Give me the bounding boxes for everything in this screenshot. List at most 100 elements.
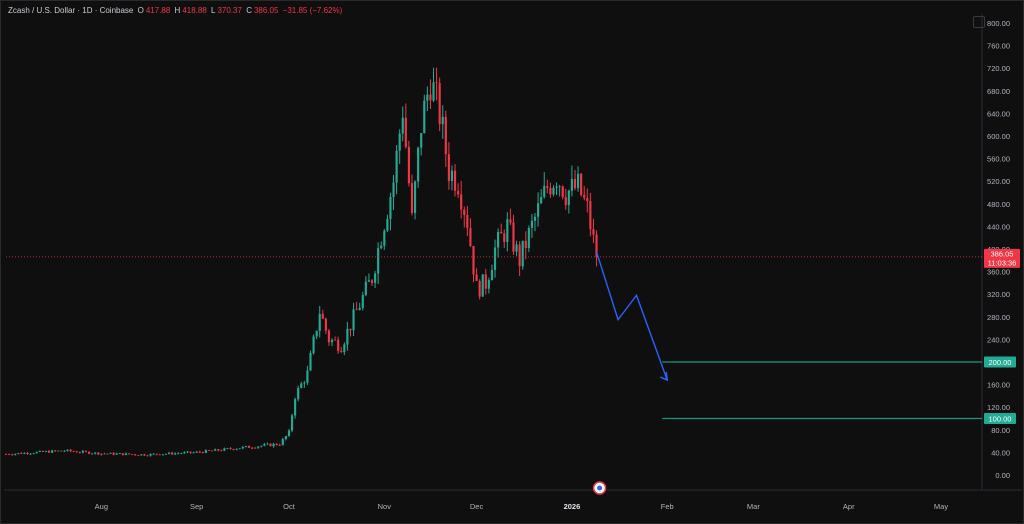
candle-body xyxy=(20,453,23,454)
candle-body xyxy=(121,453,124,456)
y-tick-label: 0.00 xyxy=(995,471,1010,480)
candle-body xyxy=(537,203,540,217)
candle-body xyxy=(303,382,306,384)
candle-body xyxy=(11,454,14,456)
candle-body xyxy=(180,453,183,455)
y-tick-label: 40.00 xyxy=(991,448,1010,457)
candle-body xyxy=(14,453,17,455)
candle-body xyxy=(484,274,487,289)
candle-body xyxy=(232,449,235,450)
projection-path[interactable] xyxy=(595,251,668,381)
candle-body xyxy=(497,231,500,248)
candle-body xyxy=(297,387,300,400)
y-tick-label: 800.00 xyxy=(987,19,1010,28)
candle-body xyxy=(75,451,78,453)
candle-body xyxy=(318,313,321,331)
candle-body xyxy=(386,218,389,231)
candle-body xyxy=(66,449,69,451)
candle-body xyxy=(177,453,180,455)
candle-body xyxy=(63,450,66,452)
candle-body xyxy=(533,216,537,221)
candle-body xyxy=(377,248,380,274)
candle-body xyxy=(429,94,432,101)
symbol-title[interactable]: Zcash / U.S. Dollar · 1D · Coinbase xyxy=(8,6,134,15)
candle-body xyxy=(466,214,469,229)
candle-body xyxy=(512,222,515,252)
candle-body xyxy=(183,452,186,454)
candle-body xyxy=(152,453,155,455)
y-tick-label: 640.00 xyxy=(987,109,1010,118)
candle-body xyxy=(198,451,201,453)
candle-body xyxy=(592,229,595,235)
candle-body xyxy=(417,147,420,182)
candle-body xyxy=(478,280,481,297)
candle-body xyxy=(134,454,137,456)
candle-body xyxy=(294,399,297,416)
candle-body xyxy=(171,452,174,455)
candle-body xyxy=(374,273,377,283)
candle-body xyxy=(540,197,543,204)
candle-body xyxy=(272,443,275,447)
candle-body xyxy=(475,274,478,281)
candle-body xyxy=(217,449,220,451)
y-tick-label: 160.00 xyxy=(987,381,1010,390)
level-label: 100.00 xyxy=(989,415,1012,424)
candle-body xyxy=(404,117,407,147)
candle-body xyxy=(137,455,140,456)
candle-body xyxy=(23,452,26,454)
y-tick-label: 240.00 xyxy=(987,335,1010,344)
candle-body xyxy=(549,187,552,195)
candle-body xyxy=(109,452,112,454)
candle-body xyxy=(355,309,358,311)
candle-body xyxy=(472,245,475,275)
candle-body xyxy=(195,451,198,453)
candle-body xyxy=(60,450,63,452)
low-label: L xyxy=(211,6,216,15)
candle-body xyxy=(260,445,263,447)
candle-body xyxy=(235,448,238,450)
candle-body xyxy=(518,244,521,267)
x-tick-label: Feb xyxy=(661,502,674,511)
candle-body xyxy=(570,178,573,191)
candle-body xyxy=(84,450,88,452)
candle-body xyxy=(78,452,81,454)
candle-body xyxy=(189,451,192,453)
last-price-label: 386.05 xyxy=(991,249,1014,258)
candle-body xyxy=(407,146,410,184)
candle-body xyxy=(146,455,149,457)
candle-body xyxy=(583,194,586,198)
candle-body xyxy=(97,452,100,455)
candle-body xyxy=(401,117,404,134)
candle-body xyxy=(103,453,106,455)
candle-body xyxy=(91,453,94,455)
x-tick-label: 2026 xyxy=(564,502,581,511)
candle-body xyxy=(543,185,546,198)
last-price-tag[interactable] xyxy=(984,248,1020,268)
candle-body xyxy=(131,454,134,456)
candle-body xyxy=(69,449,72,452)
candle-body xyxy=(460,194,463,210)
candle-body xyxy=(306,370,309,383)
candle-body xyxy=(290,415,294,431)
countdown-label: 11:03:36 xyxy=(988,258,1017,267)
x-tick-label: Oct xyxy=(283,502,296,511)
settings-icon[interactable] xyxy=(973,16,985,28)
level-label: 200.00 xyxy=(989,358,1012,367)
open-label: O xyxy=(137,6,144,15)
candle-body xyxy=(254,447,257,449)
candle-body xyxy=(275,443,278,445)
candle-body xyxy=(247,446,251,448)
candle-body xyxy=(201,452,204,454)
candle-body xyxy=(463,209,466,215)
candle-body xyxy=(38,450,41,452)
high-label: H xyxy=(174,6,181,15)
candle-body xyxy=(506,219,509,242)
candle-body xyxy=(238,448,241,450)
candle-body xyxy=(595,234,598,257)
candle-body xyxy=(564,197,567,206)
candle-body xyxy=(7,454,11,455)
candle-body xyxy=(44,451,48,452)
candle-body xyxy=(481,274,484,297)
